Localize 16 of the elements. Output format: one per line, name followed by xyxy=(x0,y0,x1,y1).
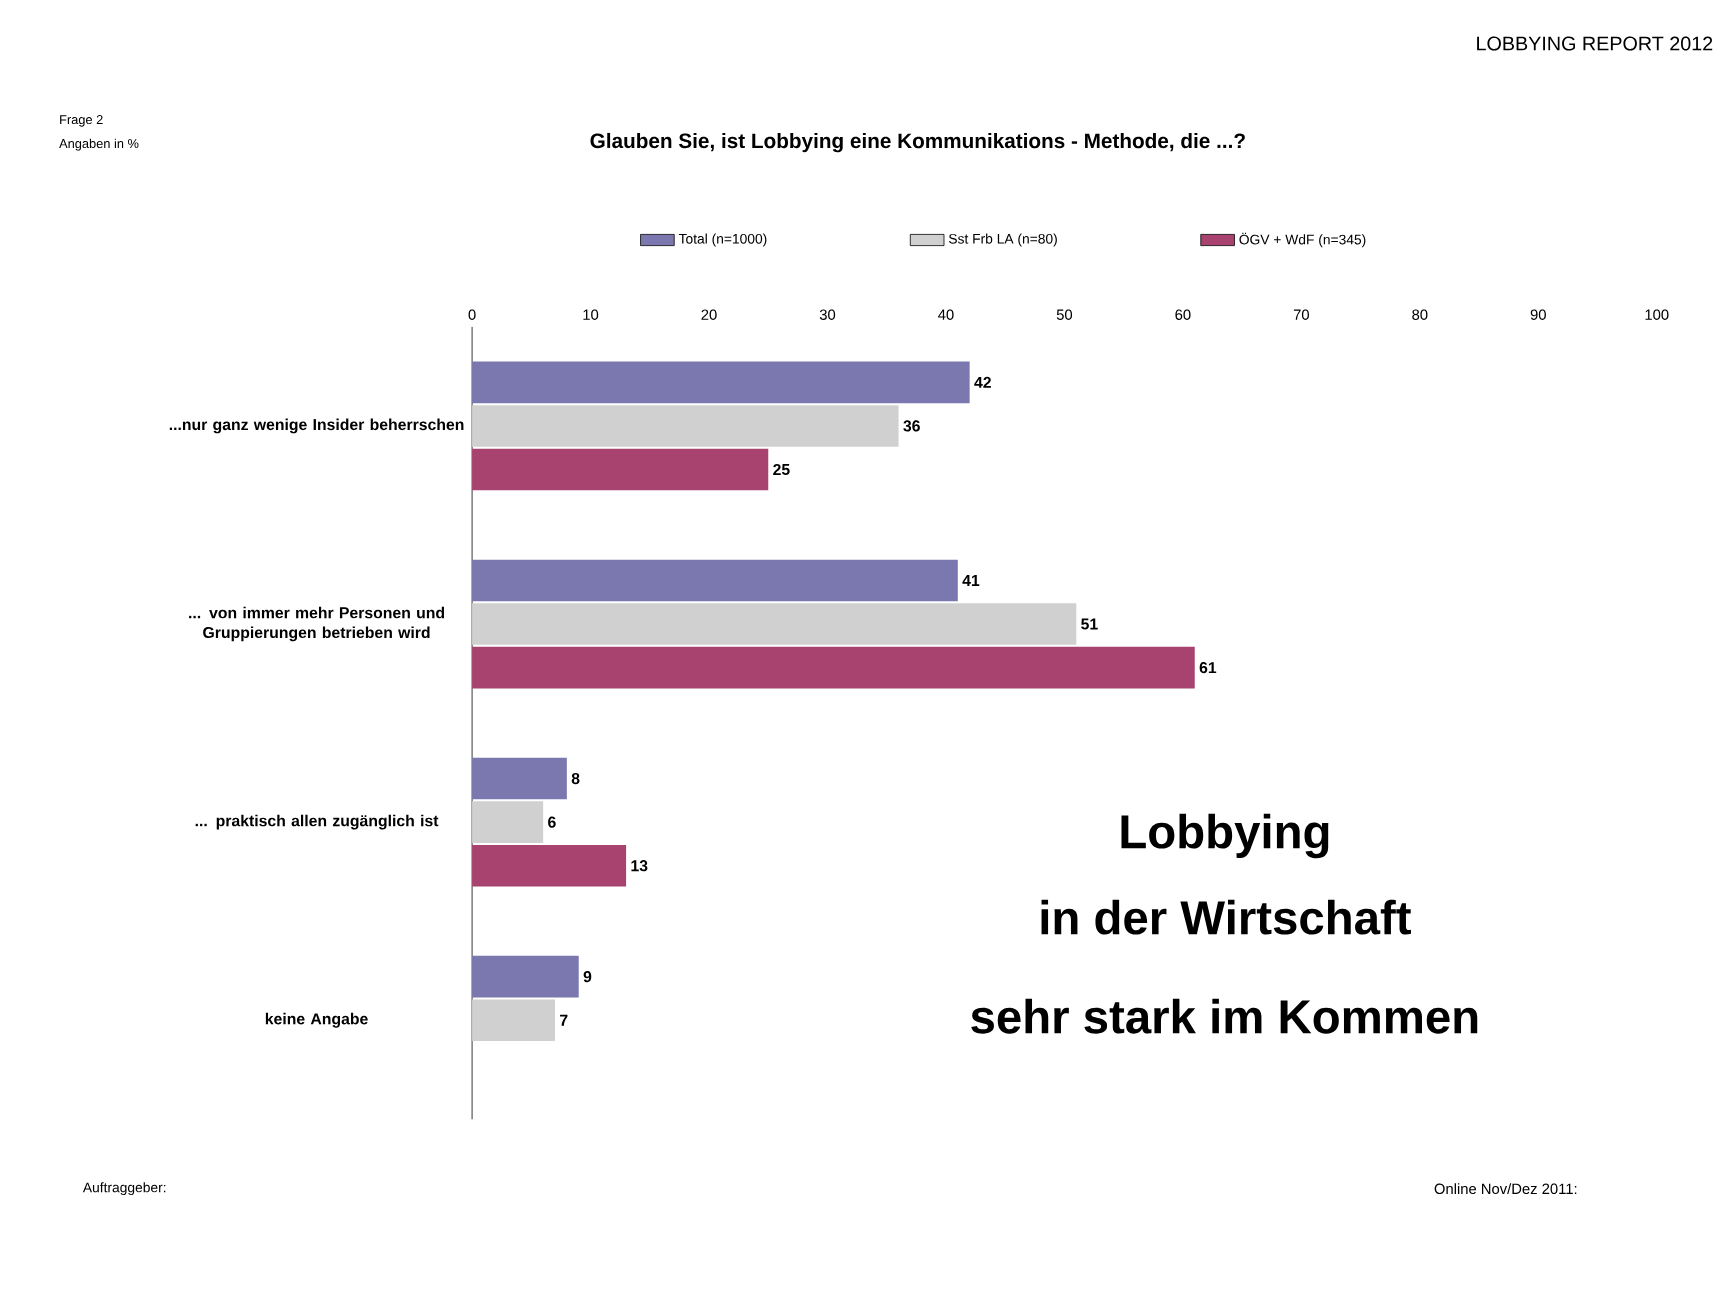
bar xyxy=(472,956,579,998)
bar xyxy=(472,559,958,602)
bar xyxy=(472,647,1195,689)
bar xyxy=(472,845,627,887)
bar xyxy=(472,361,970,404)
bar xyxy=(472,448,769,491)
bar xyxy=(472,801,544,844)
chart-title: Glauben Sie, ist Lobbying eine Kommunikations - Methode, die ...? xyxy=(590,133,1245,153)
annotation: Lobbying xyxy=(1121,813,1329,859)
bar xyxy=(472,757,567,800)
annotation: in der Wirtschaft xyxy=(1041,900,1411,935)
bar xyxy=(472,405,899,447)
annotation: sehr stark im Kommen xyxy=(971,999,1478,1034)
bar xyxy=(472,603,1077,646)
text: LOBBYING REPORT 2012 xyxy=(1477,36,1713,51)
bar xyxy=(472,999,556,1042)
